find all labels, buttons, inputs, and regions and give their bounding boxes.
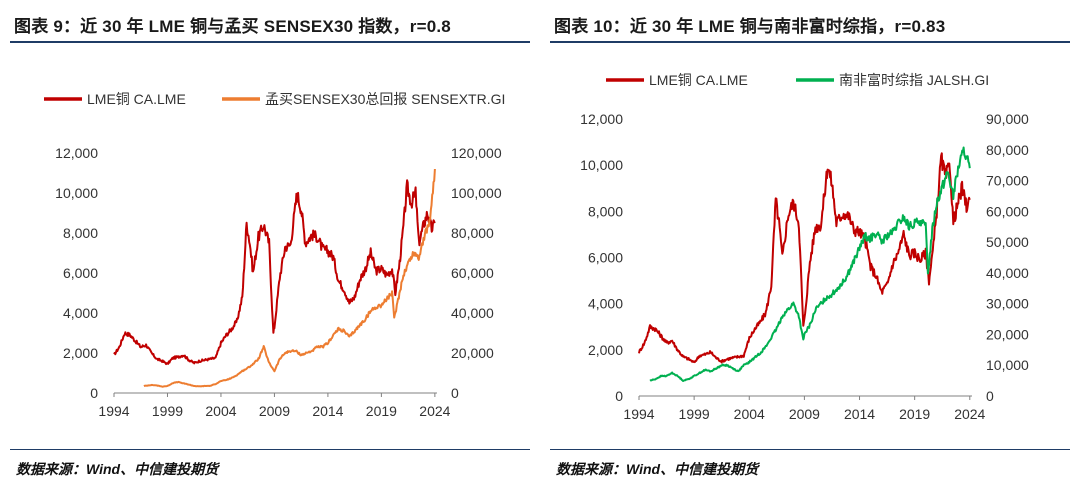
title-rule <box>10 41 530 43</box>
x-tick-label: 1999 <box>152 403 183 419</box>
y-left-tick-label: 8,000 <box>588 203 623 219</box>
y-left-tick-label: 0 <box>615 388 623 404</box>
legend-label: LME铜 CA.LME <box>87 91 186 107</box>
legend-label: 南非富时综指 JALSH.GI <box>839 72 989 88</box>
y-right-tick-label: 60,000 <box>451 265 494 281</box>
y-right-tick-label: 0 <box>451 385 459 401</box>
x-tick-label: 2024 <box>954 406 985 422</box>
x-tick-label: 2014 <box>312 403 343 419</box>
line-chart: 0 2,000 4,000 6,000 8,000 10,000 12,000 0 10,000… <box>580 72 1029 422</box>
chart-title: 图表 9：近 30 年 LME 铜与孟买 SENSEX30 指数，r=0.8 <box>14 17 451 36</box>
y-left-tick-label: 12,000 <box>55 145 98 161</box>
y-right-tick-label: 20,000 <box>986 326 1029 342</box>
source-note: 数据来源：Wind、中信建投期货 <box>556 461 759 477</box>
x-tick-label: 2019 <box>899 406 930 422</box>
y-right-tick-label: 40,000 <box>451 305 494 321</box>
legend-label: 孟买SENSEX30总回报 SENSEXTR.GI <box>265 91 505 107</box>
y-left-tick-label: 6,000 <box>588 250 623 266</box>
y-left-tick-label: 6,000 <box>63 265 98 281</box>
y-right-tick-label: 50,000 <box>986 234 1029 250</box>
series-line-copper <box>113 179 436 366</box>
x-tick-label: 1994 <box>623 406 654 422</box>
y-right-tick-label: 20,000 <box>451 345 494 361</box>
x-tick-label: 2019 <box>366 403 397 419</box>
chart-title: 图表 10：近 30 年 LME 铜与南非富时综指，r=0.83 <box>554 17 946 36</box>
y-left-tick-label: 10,000 <box>580 157 623 173</box>
y-left-tick-label: 12,000 <box>580 111 623 127</box>
y-right-tick-label: 100,000 <box>451 185 502 201</box>
line-chart: 0 2,000 4,000 6,000 8,000 10,000 12,000 0 20,000… <box>44 91 505 419</box>
source-note: 数据来源：Wind、中信建投期货 <box>16 461 219 477</box>
y-left-tick-label: 2,000 <box>588 342 623 358</box>
y-left-tick-label: 0 <box>90 385 98 401</box>
y-left-tick-label: 4,000 <box>588 296 623 312</box>
footer-rule <box>10 449 530 450</box>
y-right-tick-label: 80,000 <box>986 142 1029 158</box>
chart-panel-right: 图表 10：近 30 年 LME 铜与南非富时综指，r=0.83 0 2,000 4… <box>540 0 1080 487</box>
y-right-tick-label: 120,000 <box>451 145 502 161</box>
x-tick-label: 2004 <box>734 406 765 422</box>
y-left-tick-label: 8,000 <box>63 225 98 241</box>
footer-rule <box>550 449 1070 450</box>
x-tick-label: 2024 <box>419 403 450 419</box>
x-tick-label: 2009 <box>789 406 820 422</box>
x-tick-label: 1994 <box>98 403 129 419</box>
y-left-tick-label: 10,000 <box>55 185 98 201</box>
y-right-tick-label: 30,000 <box>986 296 1029 312</box>
x-tick-label: 2004 <box>205 403 236 419</box>
y-left-tick-label: 2,000 <box>63 345 98 361</box>
y-left-tick-label: 4,000 <box>63 305 98 321</box>
series-line-copper <box>638 152 971 364</box>
series-line-index <box>143 168 436 388</box>
series-line-index <box>649 146 971 382</box>
y-right-tick-label: 0 <box>986 388 994 404</box>
y-right-tick-label: 70,000 <box>986 173 1029 189</box>
y-right-tick-label: 10,000 <box>986 357 1029 373</box>
y-right-tick-label: 40,000 <box>986 265 1029 281</box>
y-right-tick-label: 90,000 <box>986 111 1029 127</box>
legend-label: LME铜 CA.LME <box>649 72 748 88</box>
x-tick-label: 2009 <box>259 403 290 419</box>
x-tick-label: 2014 <box>844 406 875 422</box>
y-right-tick-label: 80,000 <box>451 225 494 241</box>
x-tick-label: 1999 <box>679 406 710 422</box>
y-right-tick-label: 60,000 <box>986 203 1029 219</box>
chart-panel-left: 图表 9：近 30 年 LME 铜与孟买 SENSEX30 指数，r=0.8 0… <box>10 17 530 477</box>
title-rule <box>550 41 1070 43</box>
